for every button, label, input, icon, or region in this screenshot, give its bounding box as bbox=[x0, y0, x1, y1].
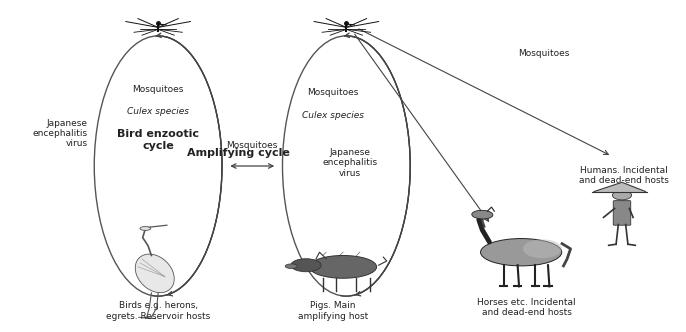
Text: Mosquitoes: Mosquitoes bbox=[226, 141, 278, 150]
Circle shape bbox=[613, 191, 632, 200]
Text: Mosquitoes: Mosquitoes bbox=[518, 49, 569, 58]
Text: Culex species: Culex species bbox=[302, 111, 364, 120]
Ellipse shape bbox=[285, 264, 297, 269]
Ellipse shape bbox=[523, 239, 562, 258]
Text: Birds e.g. herons,
egrets. Reservoir hosts: Birds e.g. herons, egrets. Reservoir hos… bbox=[106, 301, 210, 321]
Ellipse shape bbox=[309, 256, 377, 278]
Text: Bird enzootic
cycle: Bird enzootic cycle bbox=[117, 129, 199, 151]
Ellipse shape bbox=[481, 239, 562, 266]
Ellipse shape bbox=[140, 226, 151, 230]
Ellipse shape bbox=[135, 254, 174, 292]
Text: Mosquitoes: Mosquitoes bbox=[307, 88, 359, 97]
Polygon shape bbox=[594, 182, 646, 192]
Text: Mosquitoes: Mosquitoes bbox=[132, 85, 184, 94]
FancyBboxPatch shape bbox=[613, 201, 630, 225]
Text: Humans. Incidental
and dead-end hosts: Humans. Incidental and dead-end hosts bbox=[579, 166, 669, 185]
Text: Horses etc. Incidental
and dead-end hosts: Horses etc. Incidental and dead-end host… bbox=[477, 298, 576, 317]
Text: Amplifying cycle: Amplifying cycle bbox=[187, 148, 290, 158]
Ellipse shape bbox=[291, 259, 321, 272]
Text: Japanese
encephalitis
virus: Japanese encephalitis virus bbox=[322, 148, 377, 178]
Text: Culex species: Culex species bbox=[127, 108, 189, 117]
Text: Japanese
encephalitis
virus: Japanese encephalitis virus bbox=[32, 119, 88, 148]
Text: Pigs. Main
amplifying host: Pigs. Main amplifying host bbox=[298, 301, 368, 321]
Ellipse shape bbox=[472, 210, 493, 219]
